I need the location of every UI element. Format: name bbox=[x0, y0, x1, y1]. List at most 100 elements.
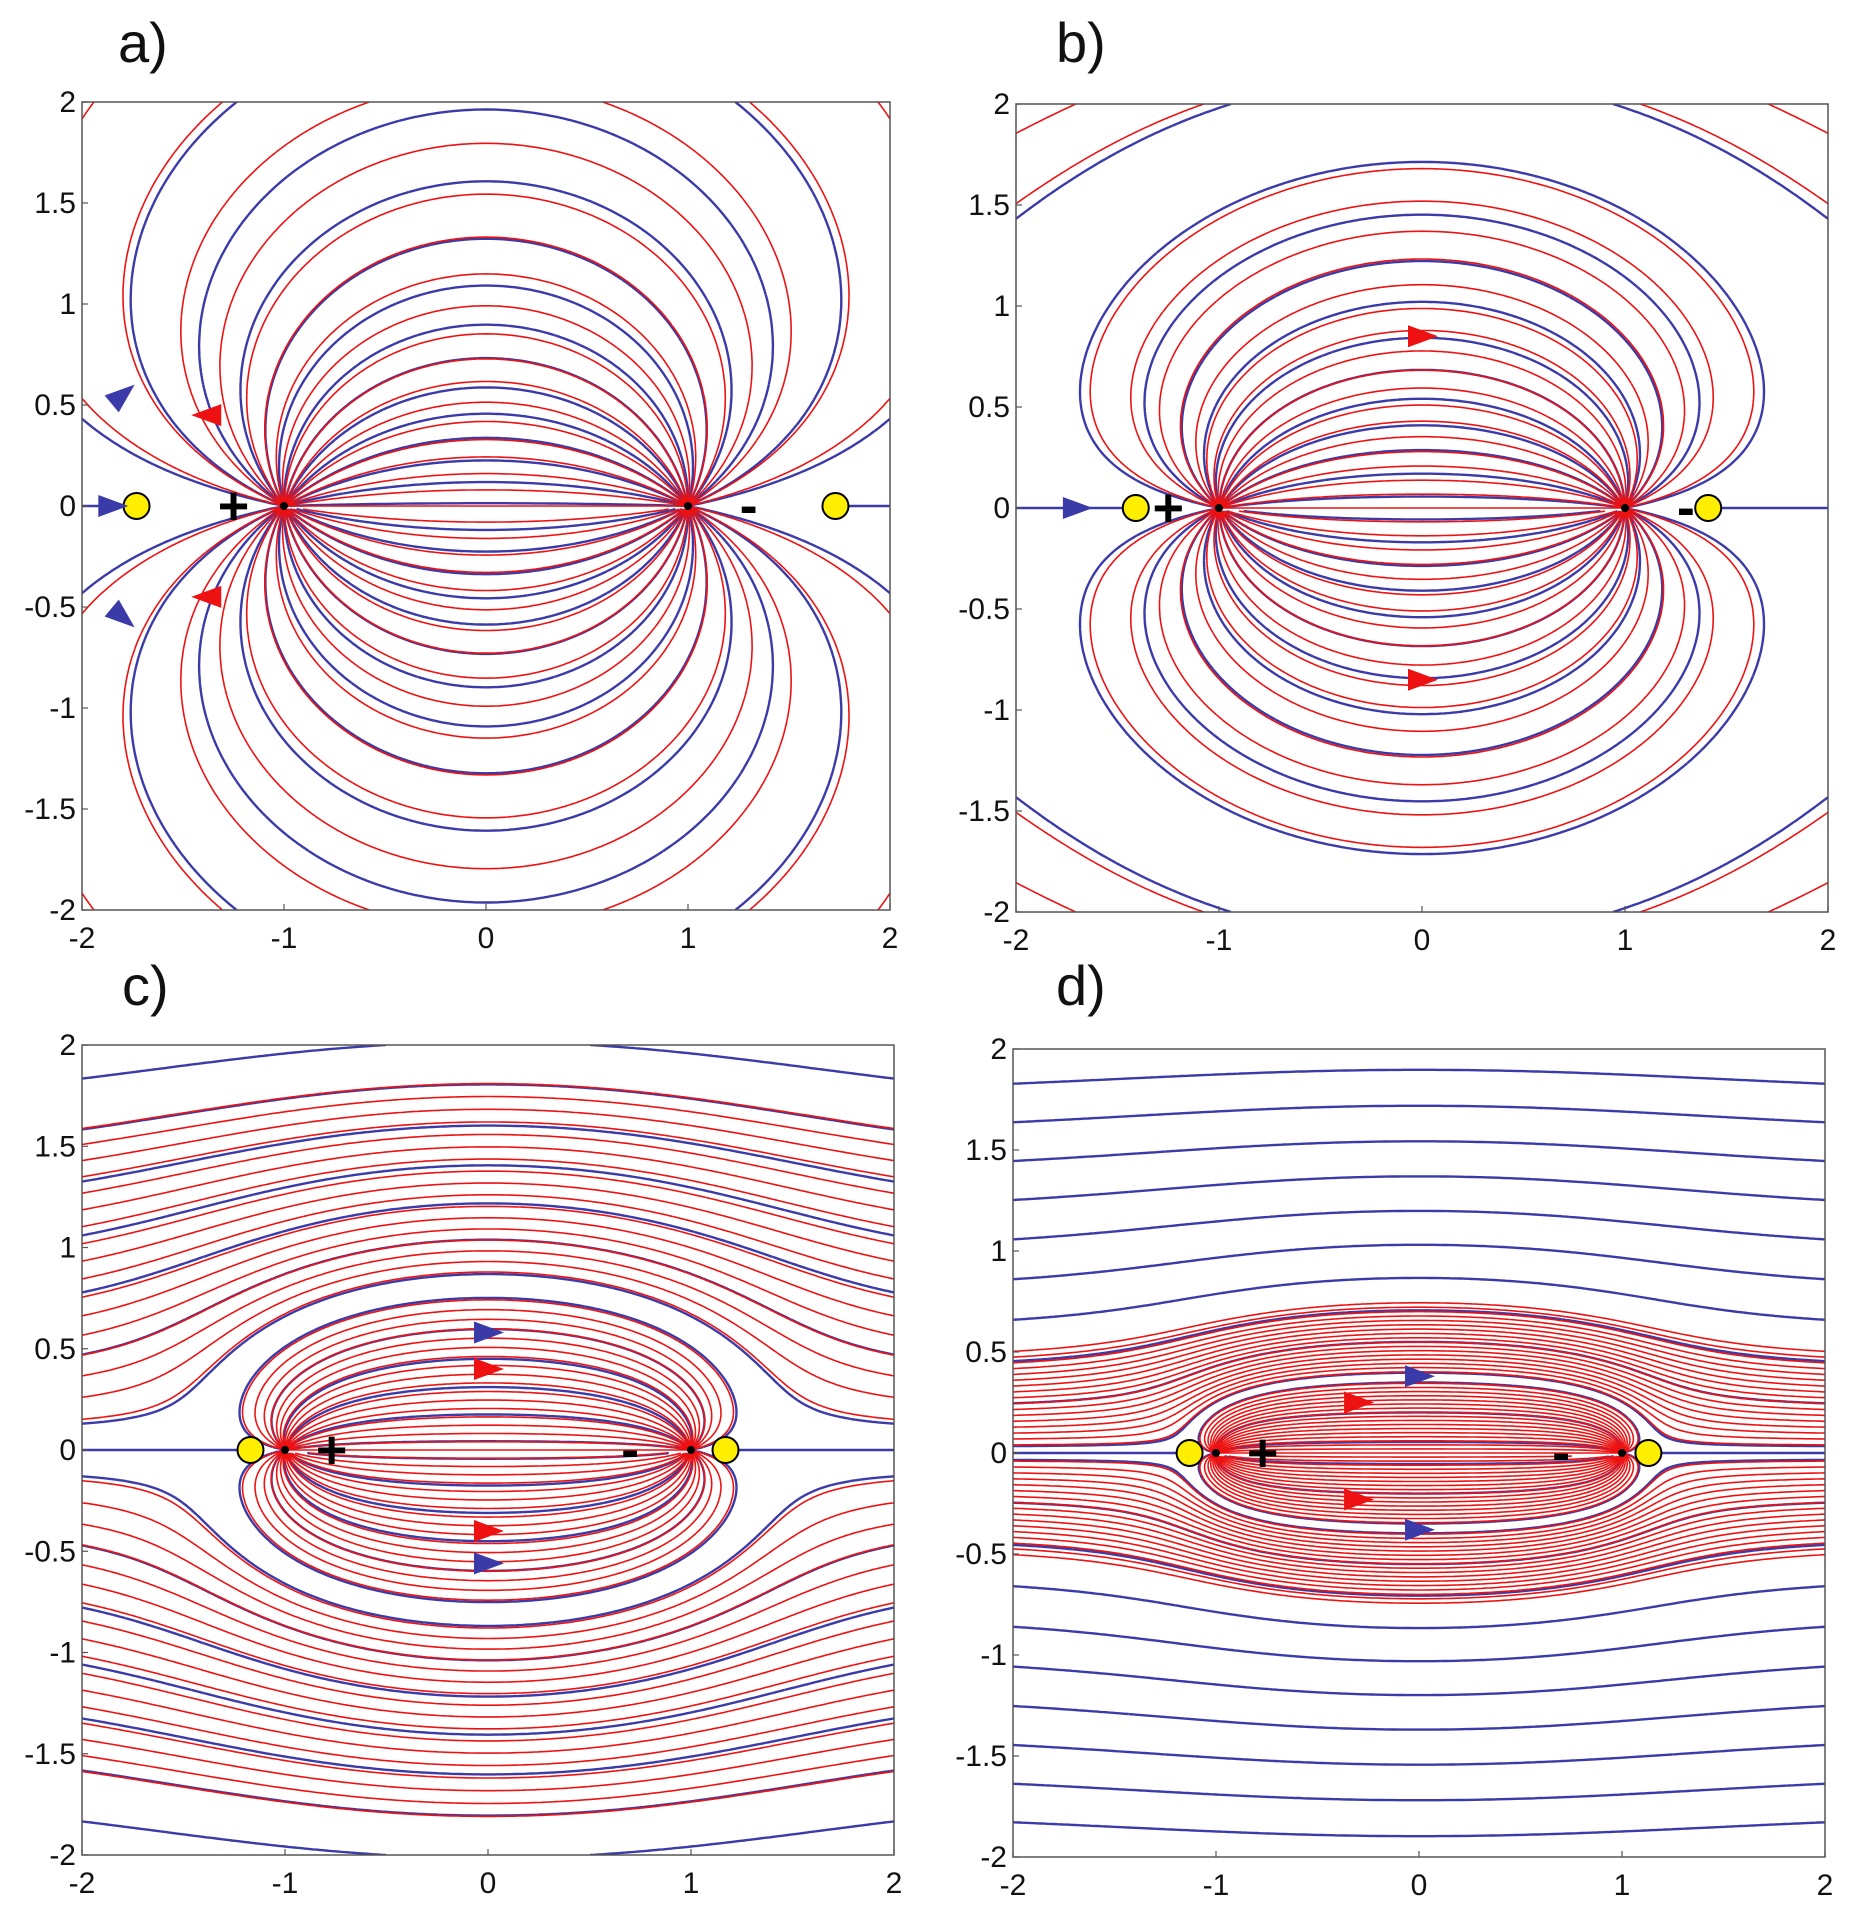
inner-streamline bbox=[1013, 1358, 1825, 1512]
y-tick-label: 0.5 bbox=[34, 389, 76, 422]
inner-streamline bbox=[82, 1228, 894, 1563]
source-point bbox=[1212, 1449, 1220, 1457]
inner-streamline bbox=[122, 102, 850, 506]
source-point bbox=[280, 502, 288, 510]
y-tick-label: 0.5 bbox=[965, 1336, 1007, 1369]
x-tick-label: 2 bbox=[882, 922, 899, 955]
inner-streamline bbox=[1224, 510, 1620, 551]
y-tick-label: 0 bbox=[59, 1434, 76, 1467]
outer-streamline bbox=[284, 508, 688, 626]
plus-sign: + bbox=[1152, 478, 1184, 538]
y-tick-label: 0.5 bbox=[34, 1333, 76, 1366]
inner-streamline bbox=[1013, 1328, 1825, 1483]
source-point bbox=[1215, 504, 1223, 512]
inner-streamline bbox=[82, 1216, 894, 1554]
inner-streamline bbox=[82, 1146, 894, 1501]
y-tick-label: -2 bbox=[49, 894, 76, 927]
y-tick-label: 1.5 bbox=[968, 189, 1010, 222]
inner-streamline bbox=[82, 1182, 894, 1527]
flow-direction-arrow bbox=[474, 1358, 504, 1380]
inner-streamline bbox=[275, 507, 697, 739]
x-tick-label: 0 bbox=[480, 1867, 497, 1900]
y-tick-label: 0 bbox=[59, 490, 76, 523]
outer-streamline bbox=[277, 507, 695, 728]
minus-sign: - bbox=[740, 476, 758, 536]
outer-streamline bbox=[197, 506, 775, 904]
flow-direction-arrow bbox=[1344, 1391, 1375, 1414]
plot-area: + - bbox=[82, 102, 890, 910]
stagnation-point bbox=[711, 1436, 740, 1464]
inner-streamline bbox=[289, 508, 683, 556]
minus-sign: - bbox=[1552, 1423, 1570, 1483]
outer-streamline bbox=[1016, 104, 1828, 803]
y-tick-label: -0.5 bbox=[24, 591, 76, 624]
inner-streamline bbox=[281, 508, 691, 707]
y-tick-label: -1 bbox=[49, 1637, 76, 1670]
inner-streamline bbox=[1222, 510, 1622, 566]
flow-direction-arrow bbox=[191, 404, 222, 427]
y-tick-label: 0 bbox=[993, 492, 1010, 525]
outer-streamline bbox=[82, 1385, 894, 1736]
x-tick-label: -1 bbox=[272, 1867, 299, 1900]
inner-streamline bbox=[1179, 508, 1665, 758]
inner-streamline bbox=[82, 1170, 894, 1518]
panel-label: a) bbox=[118, 11, 168, 74]
flow-direction-arrow bbox=[1405, 1518, 1435, 1541]
flow-direction-arrow bbox=[1408, 668, 1438, 691]
y-tick-label: -0.5 bbox=[958, 593, 1010, 626]
inner-streamline bbox=[82, 1095, 894, 1468]
inner-streamline bbox=[82, 1308, 894, 1640]
inner-streamline bbox=[1221, 510, 1623, 581]
panel-b: b)+ -21.510.50-0.5-1-1.5-2-2 -1 0 1 2 bbox=[958, 11, 1836, 957]
y-tick-label: 1.5 bbox=[34, 187, 76, 220]
inner-streamline bbox=[283, 509, 689, 679]
x-tick-label: -2 bbox=[69, 922, 96, 955]
inner-streamline bbox=[1219, 510, 1625, 629]
plot-area: + - bbox=[1013, 1049, 1825, 1857]
x-tick-label: 1 bbox=[1614, 1869, 1631, 1902]
inner-streamline bbox=[1013, 1444, 1825, 1600]
inner-streamline bbox=[287, 508, 685, 574]
outer-streamline bbox=[1214, 509, 1630, 680]
plot-area: + - bbox=[1016, 104, 1828, 912]
inner-streamline bbox=[1220, 510, 1624, 596]
y-tick-label: 2 bbox=[59, 1029, 76, 1062]
inner-streamline bbox=[245, 507, 727, 819]
outer-streamline bbox=[1013, 1625, 1825, 1663]
y-tick-label: -1 bbox=[980, 1639, 1007, 1672]
minus-sign: - bbox=[621, 1420, 639, 1480]
inner-streamline bbox=[219, 506, 753, 870]
x-tick-label: 0 bbox=[1411, 1869, 1428, 1902]
inner-streamline bbox=[82, 505, 890, 910]
outer-streamline bbox=[1013, 1665, 1825, 1697]
inner-streamline bbox=[1016, 104, 1828, 849]
inner-streamline bbox=[82, 1390, 894, 1742]
inner-streamline bbox=[286, 508, 686, 592]
y-tick-label: -1.5 bbox=[24, 1738, 76, 1771]
panel-d: d)+ -21.510.50-0.5-1-1.5-2-2 -1 0 1 2 bbox=[955, 954, 1833, 1902]
y-tick-label: -1.5 bbox=[958, 795, 1010, 828]
inner-streamline bbox=[82, 1346, 894, 1684]
inner-streamline bbox=[82, 1133, 894, 1493]
outer-streamline bbox=[296, 507, 676, 532]
source-point bbox=[281, 1446, 289, 1454]
inner-streamline bbox=[1158, 508, 1686, 786]
inner-streamline bbox=[1206, 509, 1638, 709]
y-tick-label: 1 bbox=[59, 1232, 76, 1265]
outer-streamline bbox=[1016, 104, 1828, 856]
inner-streamline bbox=[82, 1328, 894, 1661]
inner-streamline bbox=[82, 1337, 894, 1672]
stagnation-point bbox=[1694, 494, 1723, 522]
inner-streamline bbox=[1013, 1332, 1825, 1487]
x-tick-label: -2 bbox=[69, 1867, 96, 1900]
outer-streamline bbox=[82, 1272, 894, 1604]
y-tick-label: -1 bbox=[983, 694, 1010, 727]
panel-a: a)+ -21.510.50-0.5-1-1.5-2-2 -1 0 1 2 bbox=[24, 11, 898, 955]
outer-streamline bbox=[1202, 509, 1642, 716]
outer-streamline bbox=[289, 508, 683, 553]
inner-streamline bbox=[82, 1158, 894, 1510]
inner-streamline bbox=[1013, 1310, 1825, 1466]
outer-streamline bbox=[82, 1296, 894, 1628]
y-tick-label: 1 bbox=[59, 288, 76, 321]
